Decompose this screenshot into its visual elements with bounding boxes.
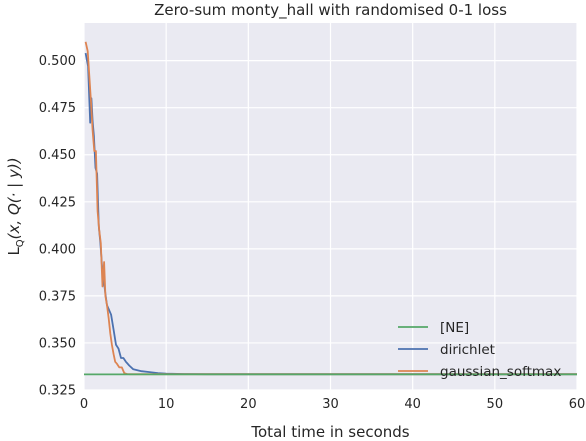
series-layer	[84, 41, 577, 376]
x-tick-label: 10	[158, 397, 175, 412]
legend: [NE] dirichlet gaussian_softmax	[398, 320, 561, 380]
y-tick-label: 0.450	[39, 148, 76, 163]
legend-label: [NE]	[440, 320, 469, 336]
x-axis-ticks: 0 10 20 30 40 50 60	[80, 397, 585, 412]
y-axis-label-main: L	[5, 247, 23, 256]
y-axis-label-sub: Q	[15, 239, 26, 247]
x-tick-label: 0	[80, 397, 88, 412]
legend-item: [NE]	[398, 320, 469, 336]
y-axis-label-rest: (x, Q(· | y))	[5, 157, 23, 239]
y-tick-label: 0.350	[39, 336, 76, 351]
gridlines	[83, 23, 578, 391]
y-tick-label: 0.325	[39, 384, 76, 399]
y-tick-label: 0.475	[39, 101, 76, 116]
legend-label: dirichlet	[440, 342, 495, 358]
y-axis-ticks: 0.325 0.350 0.375 0.400 0.425 0.450 0.475 0.500	[39, 54, 76, 398]
x-tick-label: 30	[322, 397, 339, 412]
y-axis-label: LQ(x, Q(· | y))	[5, 157, 26, 255]
x-tick-label: 20	[240, 397, 257, 412]
y-tick-label: 0.400	[39, 242, 76, 257]
y-tick-label: 0.375	[39, 289, 76, 304]
y-tick-label: 0.425	[39, 195, 76, 210]
x-tick-label: 40	[404, 397, 421, 412]
legend-item: dirichlet	[398, 342, 495, 358]
y-tick-label: 0.500	[39, 54, 76, 69]
legend-label: gaussian_softmax	[440, 364, 561, 380]
legend-item: gaussian_softmax	[398, 364, 561, 380]
x-tick-label: 60	[569, 397, 586, 412]
x-tick-label: 50	[487, 397, 504, 412]
x-axis-label: Total time in seconds	[250, 423, 409, 441]
chart-title: Zero-sum monty_hall with randomised 0-1 …	[154, 1, 507, 20]
